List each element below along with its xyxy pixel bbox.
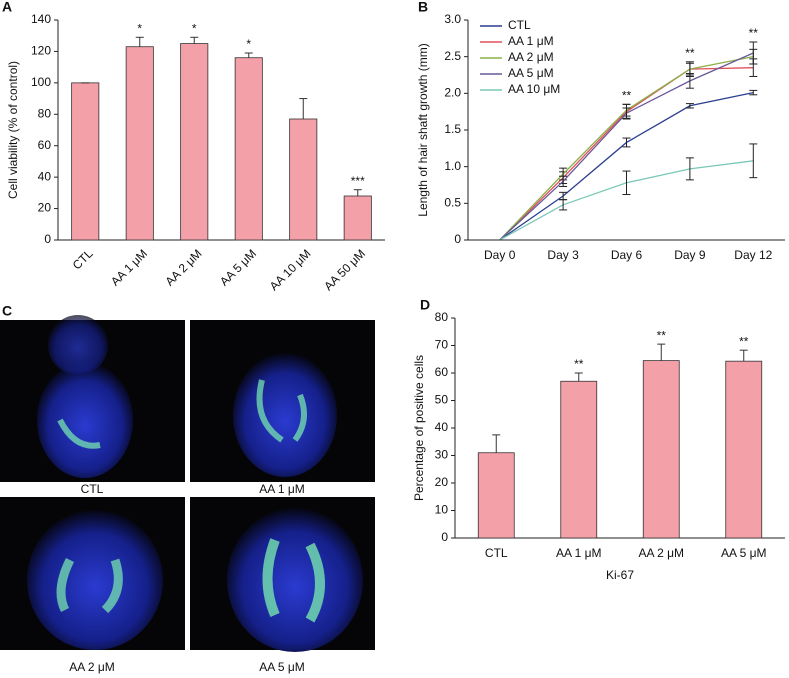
bar [234, 57, 263, 241]
error-bar [622, 137, 631, 148]
bar [71, 82, 100, 241]
legend-label: CTL [508, 18, 531, 32]
x-tick-label: Day 3 [547, 248, 579, 262]
error-bar [749, 89, 758, 96]
y-tick-label: 1.5 [444, 122, 461, 136]
significance: *** [351, 174, 365, 188]
y-tick-label: 100 [31, 75, 51, 89]
x-tick-label: AA 5 μM [721, 546, 767, 560]
panel-letter: C [2, 303, 12, 319]
x-tick-label: AA 2 μM [638, 546, 684, 560]
image-caption: AA 2 μM [69, 660, 115, 674]
error-bar [353, 189, 362, 196]
micrographs [0, 315, 375, 652]
y-tick-label: 2.5 [444, 49, 461, 63]
y-tick-label: 40 [435, 420, 449, 434]
error-bar [559, 199, 568, 211]
error-bar [135, 36, 144, 47]
significance: ** [749, 26, 759, 40]
significance: * [192, 21, 197, 35]
significance: * [137, 21, 142, 35]
bar [725, 360, 763, 539]
y-tick-label: 2.0 [444, 86, 461, 100]
bar [180, 43, 209, 241]
image-caption: AA 5 μM [259, 660, 305, 674]
bar [560, 380, 598, 539]
panel-letter: A [2, 0, 12, 15]
error-bar [685, 73, 694, 89]
y-axis-label: Length of hair shaft growth (mm) [416, 43, 430, 216]
y-tick-label: 120 [31, 44, 51, 58]
bar [477, 452, 515, 539]
y-axis-label: Percentage of positive cells [412, 355, 426, 501]
error-bar [190, 36, 199, 44]
y-tick-label: 40 [38, 169, 52, 183]
error-bar [622, 170, 631, 196]
significance: ** [739, 334, 749, 348]
image-caption: CTL [81, 482, 104, 496]
x-axis-label: Ki-67 [606, 568, 634, 582]
error-bar [739, 349, 748, 362]
significance: ** [685, 46, 695, 60]
error-bar [574, 372, 583, 382]
x-tick-label: AA 50 μM [321, 246, 368, 293]
error-bar [492, 434, 501, 453]
y-tick-label: 0 [44, 232, 51, 246]
significance: ** [622, 89, 632, 103]
y-tick-label: 70 [435, 338, 449, 352]
y-tick-label: 10 [435, 503, 449, 517]
error-bar [749, 143, 758, 179]
x-tick-label: Day 6 [611, 248, 643, 262]
error-bar [685, 103, 694, 109]
y-tick-label: 0 [441, 530, 448, 544]
y-tick-label: 140 [31, 12, 51, 26]
error-bar [685, 157, 694, 181]
y-tick-label: 30 [435, 448, 449, 462]
y-axis-label: Cell viability (% of control) [6, 61, 20, 199]
significance: ** [574, 357, 584, 371]
y-tick-label: 1.0 [444, 159, 461, 173]
legend-label: AA 1 μM [508, 34, 554, 48]
panel-letter: D [420, 297, 430, 313]
y-tick-label: 50 [435, 393, 449, 407]
x-tick-label: Day 0 [484, 248, 516, 262]
error-bar [657, 343, 666, 361]
legend-label: AA 5 μM [508, 66, 554, 80]
bar [642, 360, 680, 539]
error-bar [559, 175, 568, 187]
error-bar [299, 98, 308, 119]
significance: * [246, 37, 251, 51]
bar [289, 118, 318, 241]
y-tick-label: 0 [454, 232, 461, 246]
error-bar [244, 52, 253, 58]
significance: ** [657, 328, 667, 342]
x-tick-label: AA 2 μM [162, 246, 204, 288]
legend-label: AA 10 μM [508, 82, 560, 96]
x-tick-label: CTL [485, 546, 508, 560]
x-tick-label: AA 1 μM [108, 246, 150, 288]
x-tick-label: AA 10 μM [267, 246, 314, 293]
legend-label: AA 2 μM [508, 50, 554, 64]
x-tick-label: AA 1 μM [556, 546, 602, 560]
bar [125, 46, 154, 241]
y-tick-label: 60 [435, 365, 449, 379]
y-tick-label: 80 [38, 106, 52, 120]
x-tick-label: Day 12 [734, 248, 772, 262]
error-bar [749, 41, 758, 65]
panel-letter: B [418, 0, 428, 15]
bar [343, 195, 372, 241]
y-tick-label: 80 [435, 310, 449, 324]
y-tick-label: 3.0 [444, 12, 461, 26]
x-tick-label: AA 5 μM [217, 246, 259, 288]
y-tick-label: 20 [435, 475, 449, 489]
x-tick-label: Day 9 [674, 248, 706, 262]
image-caption: AA 1 μM [259, 482, 305, 496]
y-tick-label: 60 [38, 138, 52, 152]
y-tick-label: 20 [38, 201, 52, 215]
x-tick-label: CTL [70, 246, 96, 272]
y-tick-label: 0.5 [444, 196, 461, 210]
error-bar [622, 107, 631, 119]
